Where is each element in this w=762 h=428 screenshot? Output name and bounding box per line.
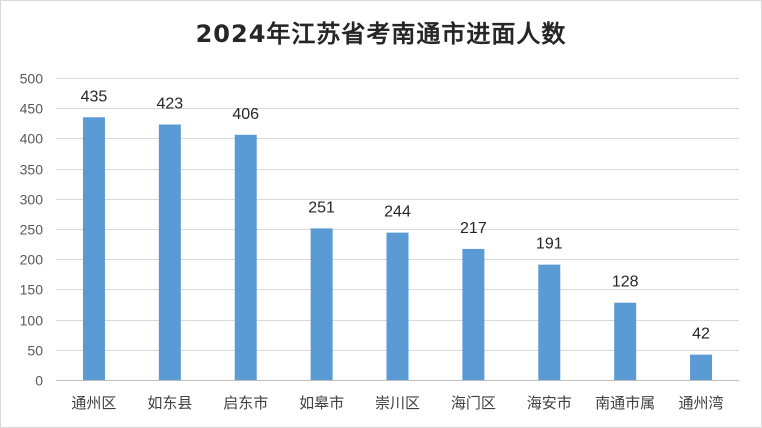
x-category-label: 通州湾	[679, 394, 724, 412]
data-label: 191	[536, 236, 563, 253]
data-label: 217	[460, 220, 487, 237]
x-category-label: 通州区	[71, 394, 116, 412]
y-axis-ticks: 0 50 100 150 200 250 300 350 400 450 500	[20, 71, 44, 389]
bar	[690, 354, 713, 380]
y-tick-label: 250	[20, 222, 44, 238]
x-category-label: 启东市	[223, 394, 268, 412]
data-label: 406	[232, 106, 259, 123]
x-axis-categories: 通州区 如东县 启东市 如皋市 崇川区 海门区 海安市 南通市属 通州湾	[71, 394, 723, 412]
x-category-label: 如东县	[147, 394, 192, 412]
data-labels: 435 423 406 251 244 217 191 128 42	[81, 88, 710, 342]
data-label: 423	[156, 96, 183, 113]
y-tick-label: 150	[20, 282, 44, 298]
x-category-label: 南通市属	[595, 394, 655, 412]
y-tick-label: 500	[20, 71, 44, 87]
x-category-label: 如皋市	[299, 394, 344, 412]
bars	[82, 117, 713, 381]
bar	[234, 134, 257, 380]
bar	[538, 264, 561, 380]
y-tick-label: 300	[20, 192, 44, 208]
y-tick-label: 200	[20, 252, 44, 268]
bar	[386, 232, 409, 380]
y-tick-label: 450	[20, 101, 44, 117]
y-tick-label: 400	[20, 131, 44, 147]
y-tick-label: 350	[20, 162, 44, 178]
chart-title: 2024年江苏省考南通市进面人数	[195, 20, 567, 48]
x-category-label: 崇川区	[375, 394, 420, 412]
x-category-label: 海门区	[451, 394, 496, 412]
bar	[462, 248, 485, 380]
x-category-label: 海安市	[527, 394, 572, 412]
y-tick-label: 0	[35, 373, 43, 389]
bar	[158, 124, 181, 381]
data-label: 128	[612, 274, 639, 291]
y-tick-label: 50	[27, 343, 43, 359]
data-label: 435	[81, 88, 108, 105]
y-tick-label: 100	[20, 313, 44, 329]
bar	[614, 302, 637, 380]
bar	[82, 117, 105, 380]
data-label: 42	[692, 326, 710, 343]
bar	[310, 228, 333, 380]
data-label: 244	[384, 204, 411, 221]
data-label: 251	[308, 199, 335, 216]
